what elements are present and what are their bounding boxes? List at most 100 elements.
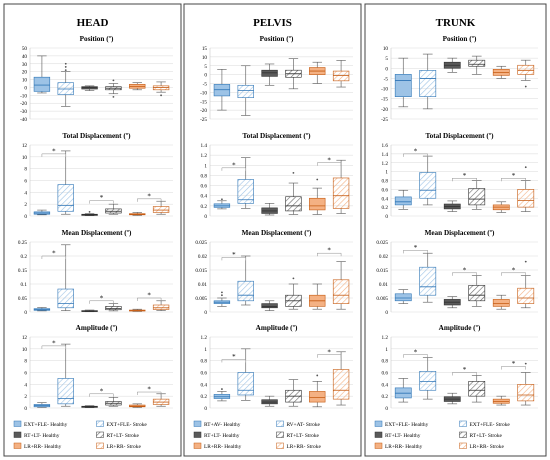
y-tick-label: 0.8 xyxy=(382,179,389,185)
chart-title: Mean Displacement (º) xyxy=(425,229,495,237)
bracket-line xyxy=(89,300,114,304)
box-6 xyxy=(517,260,535,309)
y-tick-label: 2 xyxy=(24,394,27,400)
outlier-point xyxy=(112,79,115,82)
box-iqr xyxy=(237,179,254,204)
significance-label: * xyxy=(327,156,331,164)
bracket-line xyxy=(137,297,162,301)
legend-label: RT+LT- Healthy xyxy=(204,433,240,439)
significance-bracket: * xyxy=(452,266,477,276)
box-iqr xyxy=(237,84,254,99)
y-tick-label: 1.2 xyxy=(201,153,208,159)
box-4 xyxy=(285,277,302,310)
legend: EXT+FLE- Healthy EXT+FLE- Stroke RT+LT- He… xyxy=(374,420,510,450)
significance-bracket: * xyxy=(137,192,162,202)
column-title: HEAD xyxy=(77,17,109,29)
significance-bracket: * xyxy=(89,387,114,397)
box-5 xyxy=(309,283,326,310)
box-5 xyxy=(309,61,326,84)
box-5 xyxy=(129,82,146,91)
bracket-line xyxy=(452,372,477,376)
significance-bracket: * xyxy=(452,366,477,376)
y-tick-label: -40 xyxy=(20,117,27,123)
y-tick-label: 0.01 xyxy=(379,282,388,288)
y-tick-label: 0.6 xyxy=(201,184,208,190)
box-4 xyxy=(468,180,486,210)
legend-swatch xyxy=(193,442,202,449)
box-6 xyxy=(332,60,350,88)
significance-bracket: * xyxy=(317,348,342,358)
outlier-point xyxy=(524,85,527,88)
y-tick-label: 1.4 xyxy=(201,143,208,149)
box-3 xyxy=(443,392,461,405)
box-2 xyxy=(419,155,437,206)
bracket-line xyxy=(403,250,428,254)
box-1 xyxy=(33,307,51,312)
chart-trunk-2: Total Displacement (º) 1.6 1.4 1.2 1 0.8 0.6 0.… xyxy=(382,132,538,220)
legend-swatch xyxy=(374,431,383,438)
y-tick-label: 10 xyxy=(202,55,208,61)
legend-label: EXT+FLE- Healthy xyxy=(385,422,429,428)
box-2 xyxy=(57,150,74,215)
significance-bracket: * xyxy=(403,147,428,157)
box-iqr xyxy=(419,266,437,296)
y-tick-label: 10 xyxy=(22,347,28,353)
box-2 xyxy=(57,343,74,407)
bracket-line xyxy=(41,255,66,259)
y-tick-label: 0.4 xyxy=(382,196,389,202)
y-tick-label: 0.4 xyxy=(201,382,208,388)
chart-title: Amplitude (º) xyxy=(256,324,298,332)
legend-label: LR+RR- Stroke xyxy=(470,444,505,450)
significance-bracket: * xyxy=(41,339,66,349)
box-5 xyxy=(492,294,510,310)
y-tick-label: 0.01 xyxy=(198,282,207,288)
box-iqr xyxy=(261,69,278,77)
box-iqr xyxy=(285,196,302,212)
box-6 xyxy=(517,362,535,406)
chart-head-3: Mean Displacement (º) 0.25 0.2 0.15 0.1 0.05 0… xyxy=(18,229,173,316)
box-iqr xyxy=(419,172,437,199)
box-iqr xyxy=(419,70,437,97)
box-2 xyxy=(419,252,437,303)
bracket-line xyxy=(89,200,114,204)
y-tick-label: -20 xyxy=(20,101,27,107)
y-tick-label: 2 xyxy=(24,202,27,208)
y-tick-label: 0.2 xyxy=(382,394,389,400)
box-iqr xyxy=(309,197,326,211)
significance-label: * xyxy=(147,292,151,300)
y-tick-label: -10 xyxy=(200,90,207,96)
legend: EXT+FLE- Healthy EXT+FLE- Stroke RT+LT- He… xyxy=(13,420,147,450)
y-tick-label: 8 xyxy=(24,167,27,173)
box-3 xyxy=(443,296,461,309)
bracket-line xyxy=(501,272,526,276)
chart-title: Total Displacement (º) xyxy=(63,132,132,140)
y-tick-label: 10 xyxy=(22,78,28,84)
legend-swatch xyxy=(459,420,467,427)
y-tick-label: 0.2 xyxy=(21,254,28,260)
box-iqr xyxy=(237,372,254,396)
y-tick-label: 1.4 xyxy=(382,152,389,158)
significance-label: * xyxy=(414,244,418,252)
box-iqr xyxy=(468,381,486,397)
y-tick-label: 1 xyxy=(385,347,388,353)
box-2 xyxy=(57,244,74,311)
y-tick-label: 0 xyxy=(385,310,388,316)
bracket-line xyxy=(137,391,162,396)
y-tick-label: 30 xyxy=(22,62,28,68)
y-tick-label: 0.15 xyxy=(18,268,27,274)
chart-pelvis-3: Mean Displacement (º) 0.025 0.02 0.015 0.01 0… xyxy=(195,229,353,316)
legend-swatch xyxy=(193,420,202,427)
box-4 xyxy=(105,203,122,215)
chart-title: Amplitude (º) xyxy=(439,324,481,332)
y-tick-label: -5 xyxy=(203,82,208,88)
chart-title: Total Displacement (º) xyxy=(243,132,312,140)
box-5 xyxy=(492,395,510,406)
y-tick-label: 40 xyxy=(22,54,28,60)
y-tick-label: 0.4 xyxy=(382,382,389,388)
box-3 xyxy=(261,63,278,86)
significance-bracket: * xyxy=(221,251,246,261)
significance-label: * xyxy=(100,387,104,395)
box-iqr xyxy=(152,206,170,213)
